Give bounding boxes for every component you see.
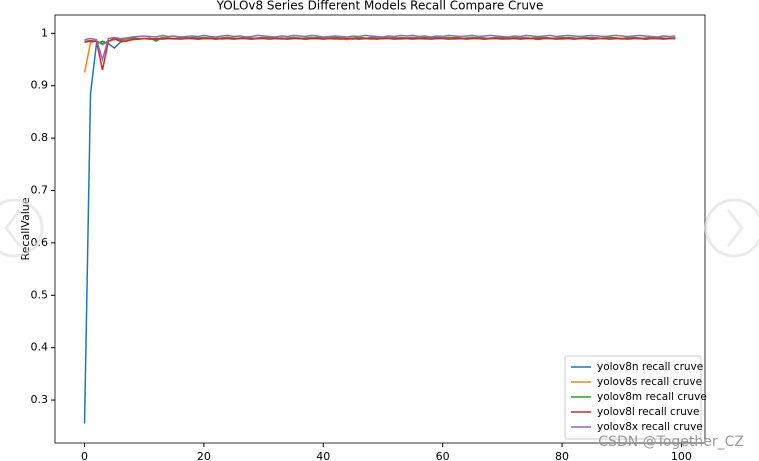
y-tick-label: 0.9 [31,79,49,92]
y-axis-label: RecallValue [19,197,32,260]
x-tick-label: 20 [197,450,211,461]
x-tick-label: 80 [555,450,569,461]
legend-label: yolov8s recall cruve [597,376,702,388]
legend-label: yolov8m recall cruve [597,391,707,403]
x-tick-label: 0 [81,450,88,461]
nav-left[interactable] [0,198,44,258]
x-tick-label: 40 [316,450,330,461]
series-line [84,34,676,63]
watermark: CSDN @Together_CZ [598,434,744,450]
legend-label: yolov8n recall cruve [597,361,703,373]
legend-label: yolov8x recall cruve [597,421,703,433]
nav-right[interactable] [704,198,759,258]
x-tick-label: 100 [671,450,692,461]
y-tick-label: 0.3 [31,393,49,406]
x-tick-label: 60 [436,450,450,461]
legend-box [564,355,702,440]
y-tick-label: 0.5 [31,288,49,301]
chart-title: YOLOv8 Series Different Models Recall Co… [216,0,544,13]
y-tick-label: 1 [41,26,48,39]
y-tick-label: 0.8 [31,131,49,144]
legend-label: yolov8l recall cruve [597,406,699,418]
y-tick-label: 0.4 [31,341,49,354]
y-tick-label: 0.7 [31,183,49,196]
series-line [84,37,676,71]
series-line [83,37,676,73]
